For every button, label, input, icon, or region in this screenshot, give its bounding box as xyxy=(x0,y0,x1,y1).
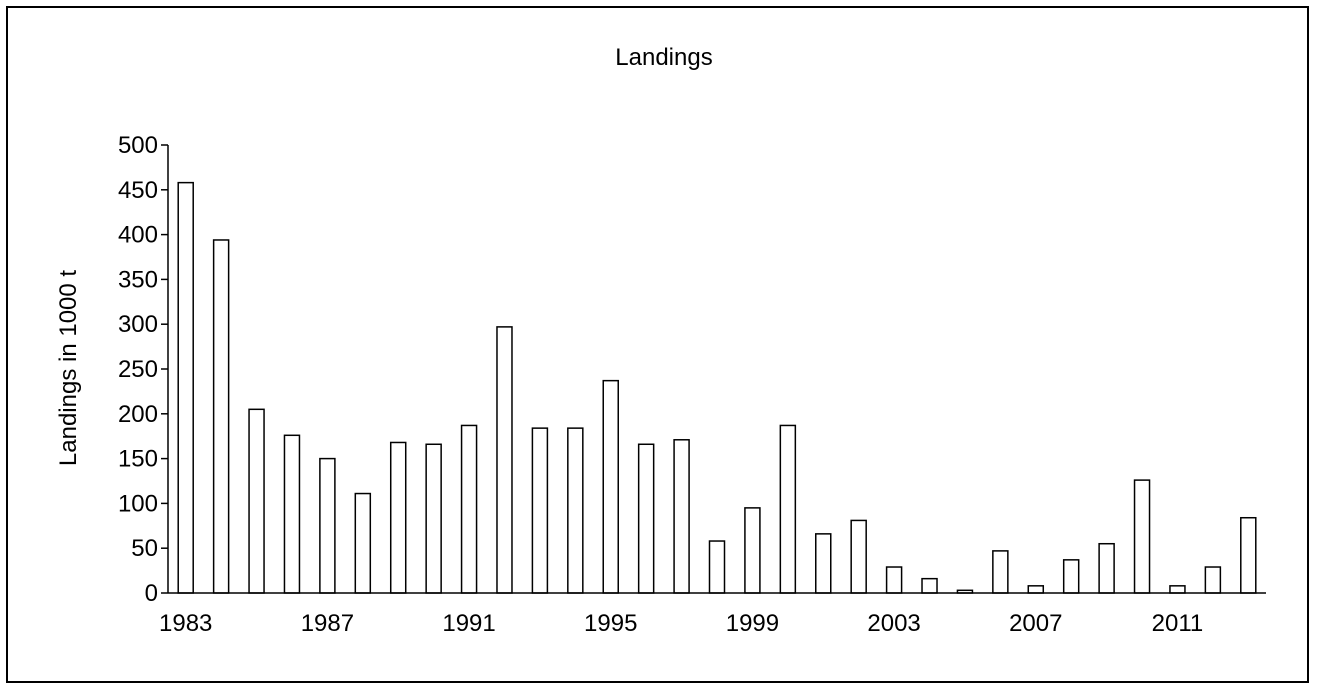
bar-1986 xyxy=(283,434,301,594)
bar-2013 xyxy=(1240,516,1257,594)
y-axis-label: Landings in 1000 t xyxy=(55,270,82,466)
y-tick-label: 450 xyxy=(118,177,158,204)
bar-2000 xyxy=(779,424,797,594)
y-tick-label: 100 xyxy=(118,490,158,517)
bar-2004 xyxy=(921,577,938,594)
bar-1994 xyxy=(567,427,584,594)
bar-1993 xyxy=(531,427,549,594)
x-tick-label: 1995 xyxy=(584,610,637,637)
bar-1997 xyxy=(673,439,690,594)
x-tick-label: 2007 xyxy=(1009,610,1062,637)
y-axis-ticks: 0 50 100 150 200 250 300 350 400 450 500 xyxy=(118,132,168,607)
y-tick-label: 150 xyxy=(118,446,158,473)
bars xyxy=(177,181,1257,594)
bar-1991 xyxy=(460,424,478,594)
bar-1992 xyxy=(496,326,513,594)
bar-1989 xyxy=(389,441,407,594)
bar-chart: Landings Landings in 1000 t 0 50 100 150 200… xyxy=(55,44,1266,637)
x-tick-label: 2003 xyxy=(867,610,920,637)
x-axis-ticks: 1983 1987 1991 1995 1999 2003 2007 2011 xyxy=(159,610,1203,637)
bar-2001 xyxy=(815,533,832,594)
bar-1984 xyxy=(212,239,230,594)
bar-2011 xyxy=(1169,585,1186,594)
bar-1983 xyxy=(177,181,194,594)
y-tick-label: 300 xyxy=(118,311,158,338)
bar-1990 xyxy=(425,443,442,594)
chart-title: Landings xyxy=(615,44,712,71)
x-tick-label: 1983 xyxy=(159,610,212,637)
bar-2003 xyxy=(885,566,903,594)
y-tick-label: 400 xyxy=(118,222,158,249)
bar-1996 xyxy=(637,443,655,594)
bar-1998 xyxy=(708,540,726,594)
y-tick-label: 250 xyxy=(118,356,158,383)
x-tick-label: 2011 xyxy=(1152,610,1204,637)
bar-2006 xyxy=(992,550,1009,594)
y-tick-label: 350 xyxy=(118,266,158,293)
bar-2008 xyxy=(1062,559,1080,594)
chart-frame: Landings Landings in 1000 t 0 50 100 150 200… xyxy=(6,6,1309,683)
bar-1988 xyxy=(354,492,372,594)
y-tick-label: 0 xyxy=(145,580,158,607)
y-tick-label: 50 xyxy=(131,535,158,562)
bar-1995 xyxy=(602,379,619,594)
bar-1999 xyxy=(744,507,761,594)
x-tick-label: 1991 xyxy=(442,610,495,637)
y-tick-label: 200 xyxy=(118,401,158,428)
bar-1985 xyxy=(248,408,265,594)
x-tick-label: 1999 xyxy=(726,610,779,637)
x-tick-label: 1987 xyxy=(301,610,354,637)
bar-2010 xyxy=(1133,479,1151,594)
bar-1987 xyxy=(319,457,336,594)
bar-2012 xyxy=(1204,566,1222,594)
bar-2007 xyxy=(1027,585,1045,594)
y-tick-label: 500 xyxy=(118,132,158,159)
bar-2002 xyxy=(850,519,867,594)
bar-2009 xyxy=(1098,542,1115,594)
